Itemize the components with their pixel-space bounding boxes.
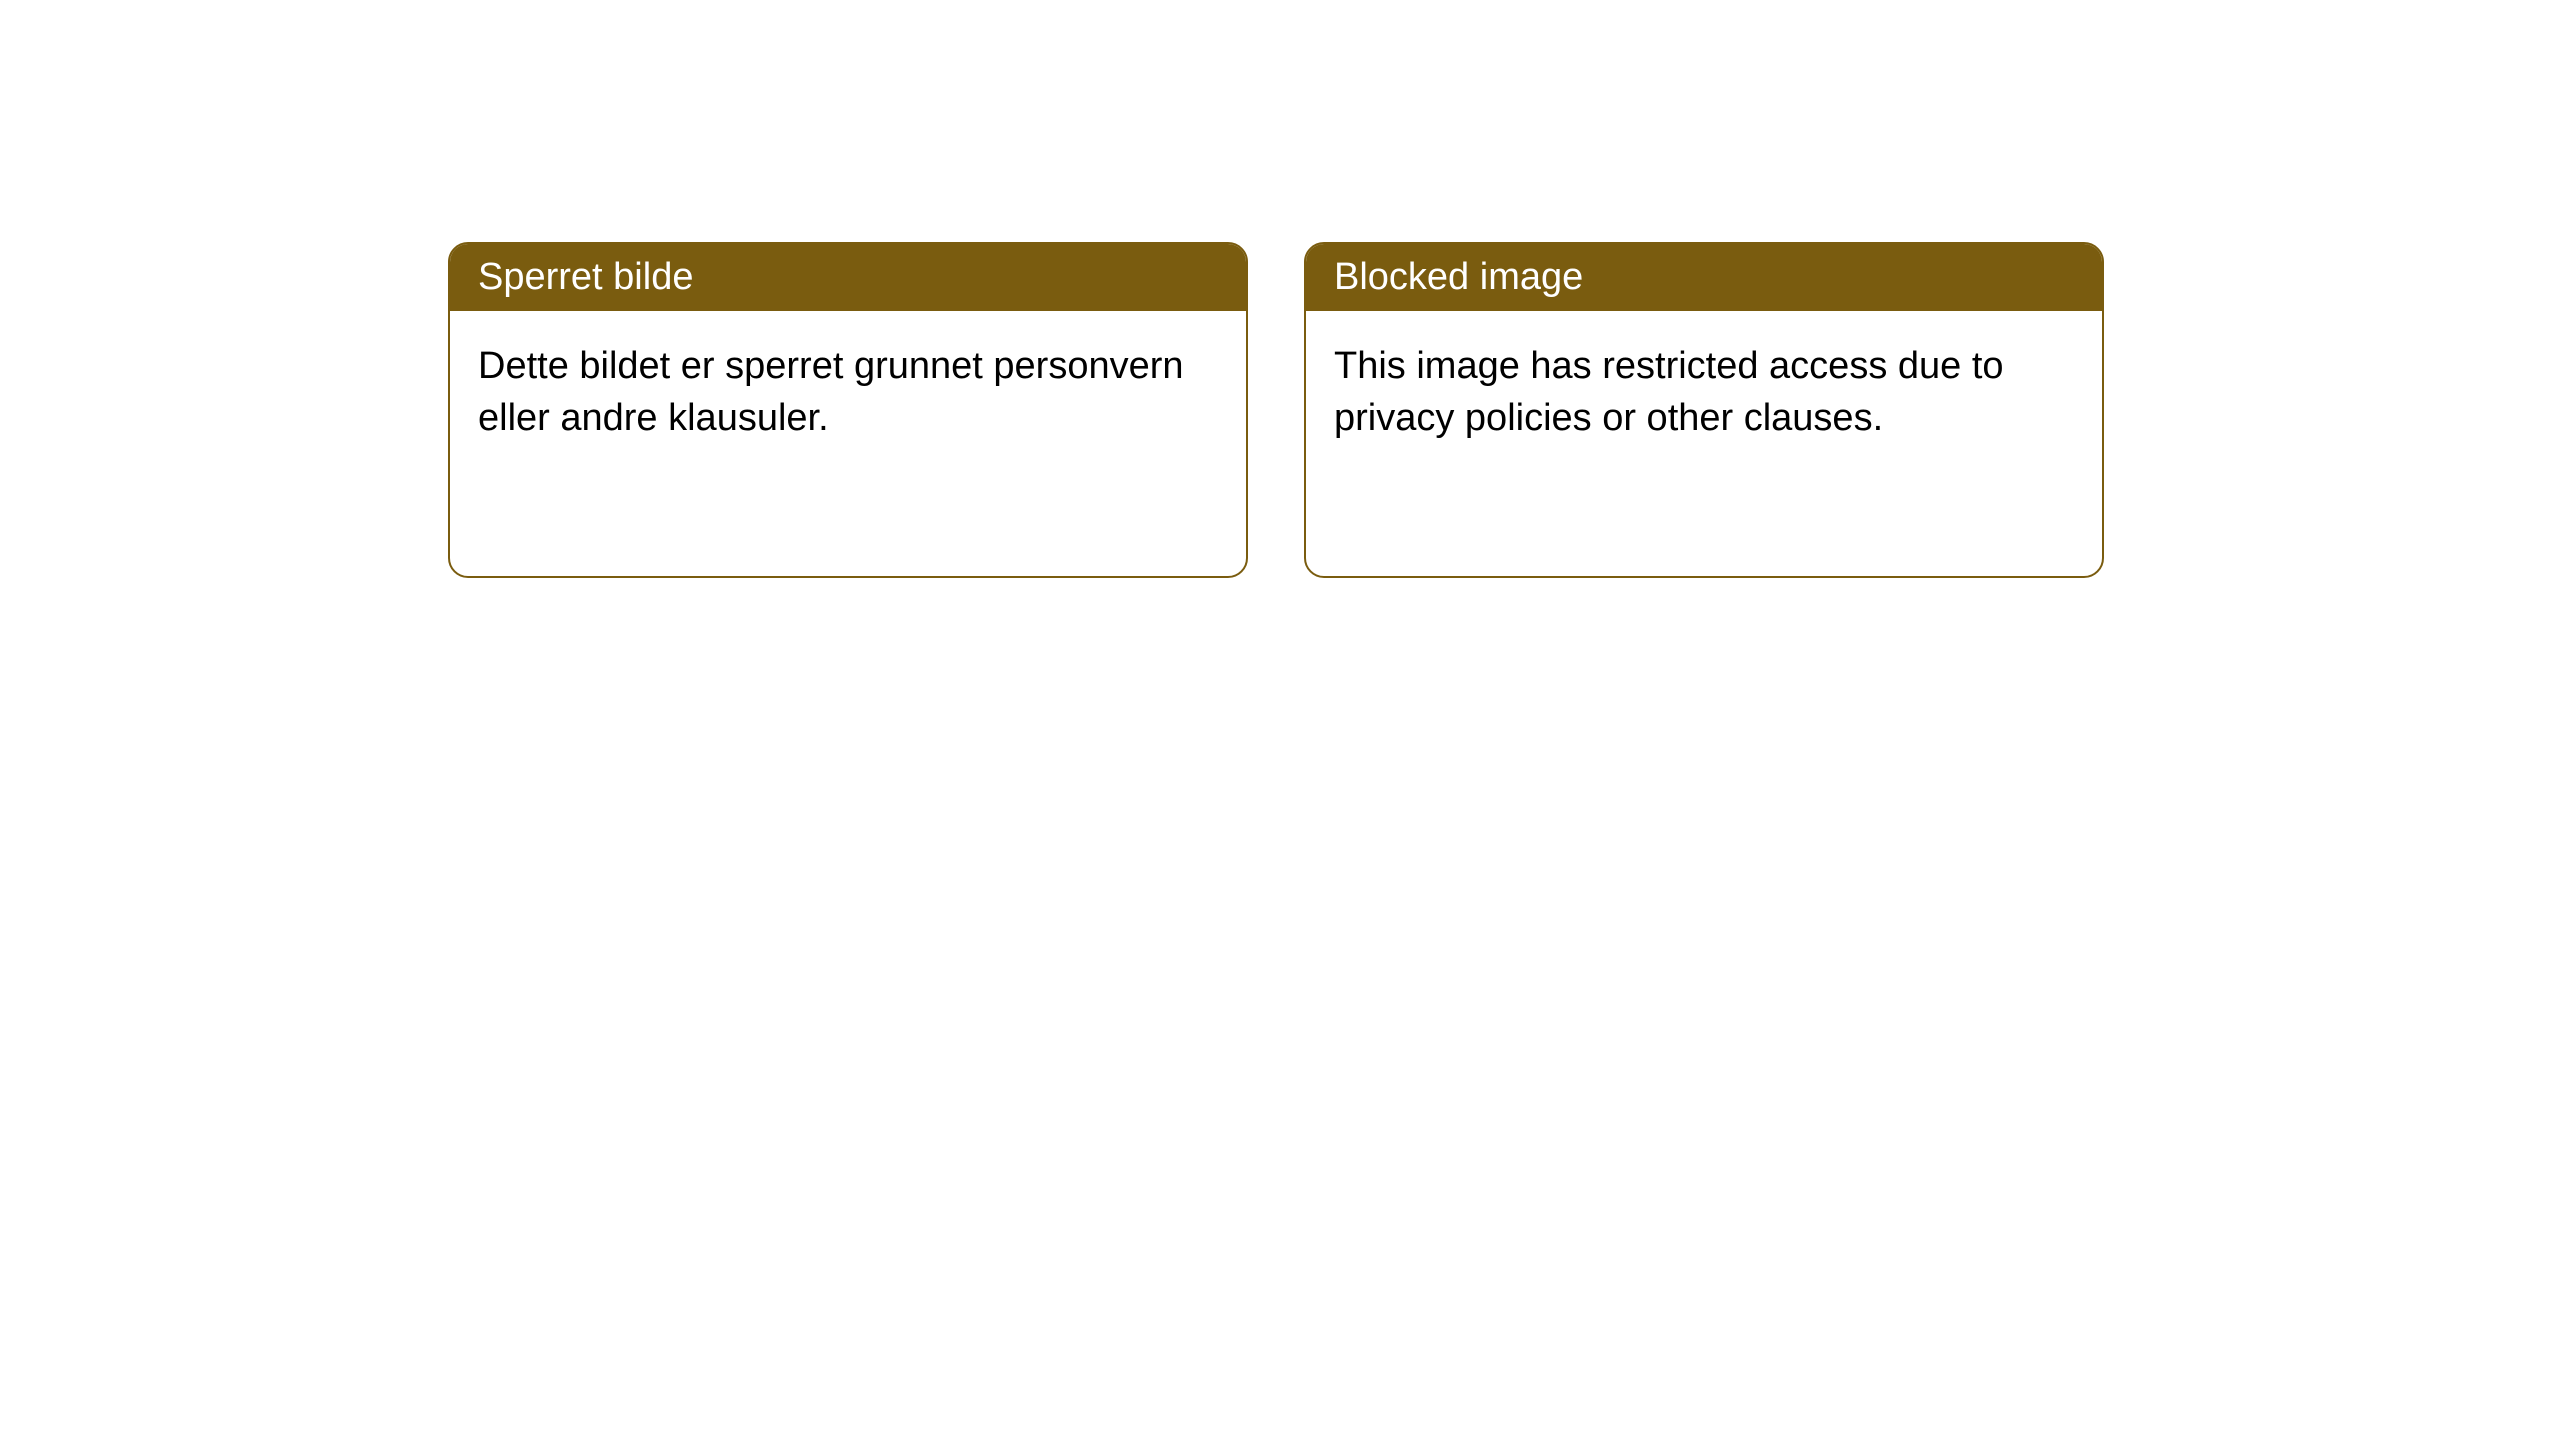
notice-body-no: Dette bildet er sperret grunnet personve… bbox=[450, 311, 1246, 474]
notice-title-no: Sperret bilde bbox=[450, 244, 1246, 311]
notice-container: Sperret bilde Dette bildet er sperret gr… bbox=[448, 242, 2104, 578]
notice-card-en: Blocked image This image has restricted … bbox=[1304, 242, 2104, 578]
notice-title-en: Blocked image bbox=[1306, 244, 2102, 311]
notice-card-no: Sperret bilde Dette bildet er sperret gr… bbox=[448, 242, 1248, 578]
notice-body-en: This image has restricted access due to … bbox=[1306, 311, 2102, 474]
